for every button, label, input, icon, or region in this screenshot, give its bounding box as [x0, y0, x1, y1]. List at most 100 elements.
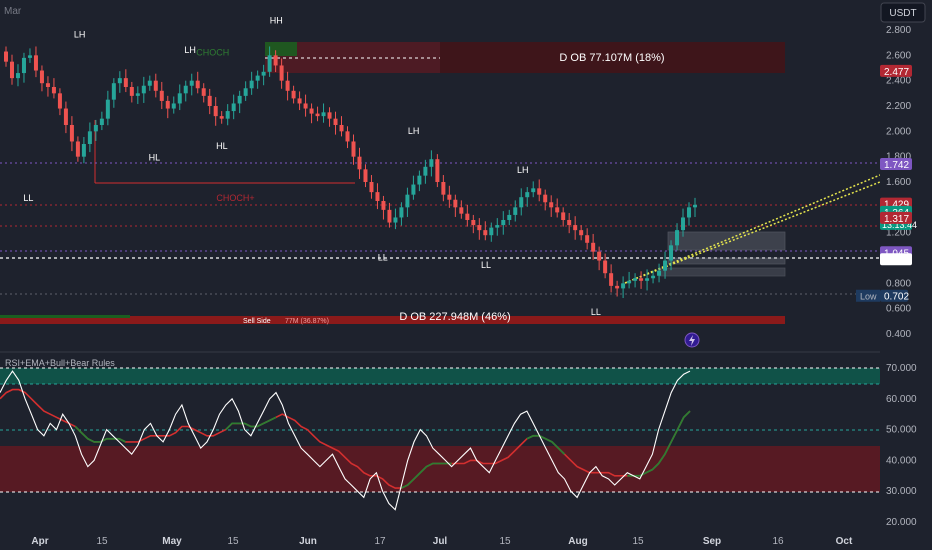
time-tick-label: 16: [772, 536, 784, 547]
candle-body: [357, 156, 362, 170]
candle-body: [4, 51, 8, 62]
candle-body: [645, 278, 650, 281]
candle-body: [117, 78, 122, 84]
time-axis-ticks: Apr 15 May 15 Jun 17 Jul 15 Aug 15 Sep 16 Oct: [31, 536, 853, 547]
fvg-box-3: [659, 267, 786, 277]
price-tag-label: 1.317: [884, 214, 909, 225]
candle-body: [549, 202, 554, 208]
structure-label: LL: [481, 260, 491, 270]
candle-body: [81, 144, 86, 157]
rsi-ema-bull-segment: [225, 416, 277, 431]
order-block-label-bottom: D OB 227.948M (46%): [399, 311, 510, 323]
price-tag-label: 0.990: [884, 255, 909, 266]
time-tick-label: Aug: [568, 536, 587, 547]
candle-body: [255, 75, 260, 81]
low-prefix-box: [856, 289, 880, 302]
structure-label: LL: [591, 307, 601, 317]
time-tick-label: Jul: [433, 536, 448, 547]
candle-body: [525, 192, 530, 198]
structure-label: LH: [408, 126, 420, 136]
structure-label: LL: [23, 193, 33, 203]
candle-body: [585, 235, 590, 243]
candle-body: [69, 125, 74, 142]
time-tick-label: Oct: [836, 536, 853, 547]
fvg-box-2: [667, 257, 786, 265]
candle-body: [369, 182, 374, 193]
rsi-tick-label: 30.000: [886, 486, 917, 497]
candlestick-series: [4, 46, 697, 299]
time-tick-label: Jun: [299, 536, 317, 547]
rsi-ema-bull-segment: [401, 462, 452, 489]
structure-label: HL: [216, 141, 228, 151]
candle-body: [171, 103, 176, 109]
fvg-box-1: [667, 231, 786, 251]
rsi-tick-label: 20.000: [886, 517, 917, 528]
candle-body: [219, 116, 224, 119]
candle-body: [669, 245, 674, 261]
candle-body: [207, 95, 212, 106]
candle-body: [99, 118, 104, 125]
structure-label: LH: [184, 45, 196, 55]
candle-body: [309, 108, 314, 114]
candle-body: [513, 207, 518, 215]
price-tag-label: 1.742: [884, 160, 909, 171]
candle-body: [573, 225, 578, 231]
candle-body: [225, 111, 230, 119]
time-axis[interactable]: [0, 530, 932, 550]
candle-body: [33, 55, 38, 71]
time-tick-label: 17: [374, 536, 386, 547]
candle-body: [291, 90, 296, 99]
currency-button[interactable]: USDT: [880, 2, 926, 23]
candle-body: [639, 278, 644, 281]
time-tick-label: Apr: [31, 536, 48, 547]
candle-body: [351, 141, 356, 157]
rsi-ema-bull-segment: [526, 434, 566, 455]
order-block-label-box: [440, 42, 785, 73]
candle-body: [381, 201, 386, 210]
indicator-title[interactable]: RSI+EMA+Bull+Bear Rules: [5, 358, 115, 368]
time-tick-label: 15: [227, 536, 239, 547]
time-tick-label: May: [162, 536, 182, 547]
candle-body: [339, 125, 344, 132]
candle-body: [165, 100, 170, 109]
candle-body: [63, 108, 68, 125]
candle-body: [39, 70, 44, 84]
candle-body: [213, 106, 218, 117]
rsi-tick-label: 70.000: [886, 363, 917, 374]
sell-side-label: Sell Side: [243, 318, 271, 325]
order-block-zone-bottom-green: [0, 315, 130, 318]
candle-body: [681, 217, 686, 231]
candle-body: [237, 95, 242, 104]
candle-body: [657, 270, 662, 276]
currency-button-label: USDT: [889, 8, 916, 19]
rsi-axis-ticks: 70.000 60.000 50.000 40.000 30.000 20.000: [886, 363, 917, 528]
candle-body: [537, 188, 542, 195]
candle-body: [693, 204, 697, 208]
lightning-icon[interactable]: [684, 332, 700, 348]
price-tick-label: 2.200: [886, 101, 911, 112]
candle-body: [279, 65, 284, 81]
rsi-ema-bull-segment: [627, 410, 691, 477]
candle-body: [327, 112, 332, 119]
price-axis[interactable]: [880, 0, 932, 550]
trend-dotted-yellow-2: [624, 181, 881, 284]
candle-body: [663, 260, 668, 271]
candle-body: [519, 197, 524, 208]
candle-body: [285, 80, 290, 91]
candle-body: [27, 55, 32, 58]
time-tick-label: 15: [632, 536, 644, 547]
candle-body: [195, 80, 200, 89]
price-tick-label: 0.400: [886, 329, 911, 340]
candle-body: [297, 98, 302, 104]
candle-body: [417, 175, 422, 185]
structure-label: CHOCH+: [216, 193, 254, 203]
candle-body: [453, 199, 458, 208]
candle-body: [447, 194, 452, 200]
candle-body: [147, 80, 152, 86]
candle-body: [57, 93, 62, 109]
rsi-tick-label: 40.000: [886, 455, 917, 466]
price-tag-label: 0.702: [884, 292, 909, 303]
time-tick-label: Sep: [703, 536, 721, 547]
price-tick-label: 1.800: [886, 152, 911, 163]
